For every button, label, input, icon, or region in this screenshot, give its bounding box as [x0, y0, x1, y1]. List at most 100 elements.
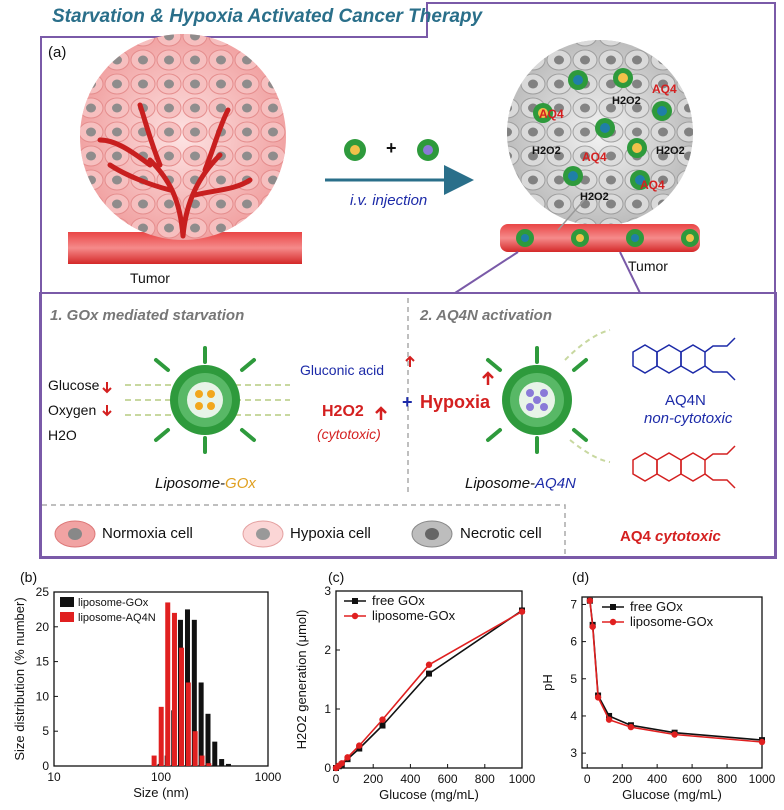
bar-liposome-AQ4N [178, 647, 184, 766]
aq4-label-4: AQ4 [640, 178, 665, 192]
liposome-gox-illustration [125, 346, 290, 454]
panel-a-label: (a) [48, 44, 67, 61]
aq4n-desc: non-cytotoxic [644, 410, 733, 427]
x-tick-label: 0 [584, 772, 591, 786]
bar-liposome-GOx [198, 682, 204, 766]
aq4-desc: cytotoxic [655, 528, 721, 545]
y-tick-label: 25 [36, 585, 50, 599]
y-tick-label: 20 [36, 620, 50, 634]
x-tick-label: 200 [612, 772, 632, 786]
bar-liposome-GOx [205, 713, 211, 766]
legend-marker [352, 598, 358, 604]
cytotoxic-paren: (cytotoxic) [317, 426, 381, 442]
point-liposome-GOx [586, 597, 594, 604]
bar-liposome-GOx [191, 619, 197, 766]
legend-label: free GOx [630, 599, 683, 614]
liposome-gox-suffix: GOx [225, 475, 256, 492]
x-tick-label: 800 [717, 772, 737, 786]
legend-hypoxia: Hypoxia cell [290, 525, 371, 542]
aq4-label-1: AQ4 [539, 107, 564, 121]
chart-panel-label: (b) [20, 569, 37, 585]
point-liposome-GOx [518, 608, 526, 615]
gluconic-acid-label: Gluconic acid [300, 362, 385, 378]
legend-label: liposome-GOx [630, 614, 714, 629]
y-tick-label: 7 [570, 597, 577, 611]
bar-liposome-AQ4N [171, 612, 177, 766]
liposome-aq4n-illustration [486, 329, 611, 463]
hypoxia-label: Hypoxia [420, 392, 491, 412]
y-tick-label: 5 [570, 672, 577, 686]
legend-necrotic: Necrotic cell [460, 525, 542, 542]
legend-label: liposome-AQ4N [78, 612, 156, 624]
input-glucose: Glucose [48, 377, 100, 393]
x-tick-label: 1000 [749, 772, 776, 786]
y-tick-label: 1 [324, 702, 331, 716]
point-free GOx [426, 670, 432, 677]
mechanism-box [39, 292, 777, 559]
liposome-aq4n-prefix: Liposome- [465, 475, 536, 492]
bar-liposome-GOx [212, 741, 218, 766]
x-tick-label: 400 [647, 772, 667, 786]
aq4-name: AQ4 [620, 528, 651, 545]
point-liposome-GOx [671, 731, 678, 738]
point-liposome-GOx [594, 694, 602, 701]
y-tick-label: 3 [570, 746, 577, 760]
plus-sign-2: + [402, 392, 413, 412]
x-tick-label: 200 [363, 772, 383, 786]
liposome-gox-label: Liposome-GOx [155, 475, 256, 492]
input-arrows [102, 355, 494, 420]
point-liposome-GOx [425, 661, 433, 668]
tumor-right-label: Tumor [628, 258, 668, 274]
right-blood-vessel [500, 224, 700, 252]
y-tick-label: 10 [36, 689, 50, 703]
point-free GOx [606, 712, 613, 719]
cytotoxic-paren-text: (cytotoxic) [317, 426, 381, 442]
step2-title: 2. AQ4N activation [420, 307, 552, 324]
aq4-structure [632, 445, 736, 489]
chart-axes-box [581, 596, 763, 769]
bar-liposome-AQ4N [151, 755, 157, 766]
y-tick-label: 5 [42, 724, 49, 738]
x-tick-label: 800 [475, 772, 495, 786]
x-axis-label: Glucose (mg/mL) [622, 787, 722, 802]
point-liposome-GOx [379, 716, 386, 723]
chart-panel-label: (d) [572, 569, 589, 585]
point-liposome-GOx [344, 754, 351, 761]
point-liposome-GOx [605, 716, 613, 723]
x-tick-label: 10 [47, 770, 61, 784]
x-tick-label: 1000 [255, 770, 282, 784]
y-tick-label: 6 [570, 635, 577, 649]
legend-normoxia: Normoxia cell [102, 525, 193, 542]
bar-liposome-AQ4N [206, 763, 212, 766]
h2o2-product-label: H2O2 [322, 403, 364, 420]
aq4-label-2: AQ4 [652, 82, 677, 96]
y-tick-label: 0 [42, 759, 49, 773]
left-tumor [68, 34, 302, 264]
injection-liposomes [344, 139, 439, 161]
x-tick-label: 100 [151, 770, 171, 784]
step1-title: 1. GOx mediated starvation [50, 307, 245, 324]
bar-liposome-GOx [219, 759, 225, 766]
aq4-cytotoxic-label: AQ4 cytotoxic [620, 528, 721, 545]
x-axis-label: Size (nm) [133, 785, 189, 800]
h2o2-label-3: H2O2 [656, 145, 685, 157]
point-liposome-GOx [589, 623, 596, 630]
bar-liposome-AQ4N [185, 682, 191, 766]
legend-marker [610, 604, 616, 610]
cell-legend [54, 520, 453, 548]
legend-swatch [60, 597, 74, 607]
x-axis-label: Glucose (mg/mL) [379, 787, 479, 802]
x-tick-label: 0 [333, 772, 340, 786]
h2o2-label-2: H2O2 [532, 145, 561, 157]
y-tick-label: 4 [570, 709, 577, 723]
h2o2-label-4: H2O2 [580, 191, 609, 203]
injection-label: i.v. injection [350, 192, 428, 209]
x-tick-label: 600 [682, 772, 702, 786]
scheme-title: Starvation & Hypoxia Activated Cancer Th… [52, 6, 483, 27]
tumor-left-label: Tumor [130, 270, 170, 286]
aq4n-structure [632, 337, 736, 381]
point-free GOx [379, 722, 386, 729]
bar-liposome-AQ4N [199, 755, 205, 766]
tumor-vasculature [97, 102, 253, 239]
